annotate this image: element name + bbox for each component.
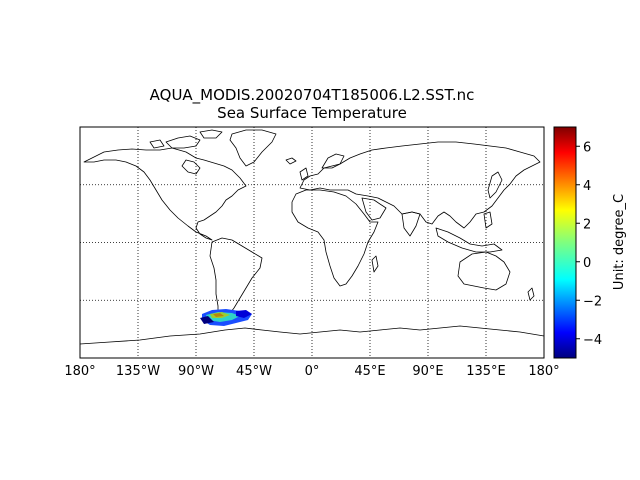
figure-title: AQUA_MODIS.20020704T185006.L2.SST.nc	[149, 86, 475, 104]
colorbar-tick-label: 2	[583, 217, 591, 232]
coastline-north-america	[83, 147, 247, 241]
coastline-south-america	[209, 237, 263, 323]
longitude-tick-label: 90°E	[412, 364, 443, 379]
colorbar-tick-label: −2	[583, 294, 602, 309]
coastline-british-isles	[299, 167, 309, 181]
colorbar-tick-label: 4	[583, 179, 591, 194]
figure-subtitle: Sea Surface Temperature	[217, 104, 407, 122]
colorbar-tick-label: 0	[583, 256, 591, 271]
gridlines	[80, 127, 544, 358]
coastline-japan	[487, 171, 503, 199]
coastline-arabia	[361, 197, 387, 221]
colorbar-tick-label: −4	[583, 333, 602, 348]
longitude-tick-labels: 180° 135°W 90°W 45°W 0° 45°E 90°E 135°E 180°	[64, 364, 559, 379]
coastline-arctic-islands	[165, 135, 201, 149]
coastline-scandinavia	[321, 153, 345, 169]
longitude-tick-label: 135°E	[466, 364, 506, 379]
coastline-eurasia	[299, 141, 541, 229]
map-frame	[79, 126, 545, 359]
colorbar-label: Unit: degree_C	[612, 194, 627, 290]
coastline-indonesia	[435, 227, 503, 253]
coastline-madagascar	[371, 255, 379, 273]
longitude-tick-label: 180°	[64, 364, 95, 379]
coastline-philippines	[483, 211, 493, 229]
colorbar	[553, 126, 577, 359]
longitude-tick-label: 90°W	[178, 364, 214, 379]
map-area	[80, 127, 544, 358]
longitude-tick-label: 45°W	[236, 364, 272, 379]
coastline-new-zealand	[527, 287, 535, 301]
coastline-iceland	[285, 157, 297, 165]
sst-swath	[200, 309, 252, 326]
coastline-hudson-bay	[181, 159, 201, 175]
coastline-australia	[457, 251, 511, 291]
coastline-india	[401, 211, 421, 237]
coastline-antarctica	[80, 325, 544, 345]
colorbar-ticks: 6 4 2 0 −2 −4	[576, 140, 602, 348]
coastline-africa	[291, 189, 379, 287]
longitude-tick-label: 135°W	[116, 364, 160, 379]
longitude-tick-label: 45°E	[354, 364, 385, 379]
colorbar-tick-label: 6	[583, 140, 591, 155]
coastlines	[80, 129, 544, 345]
longitude-tick-label: 0°	[305, 364, 320, 379]
longitude-tick-label: 180°	[528, 364, 559, 379]
coastline-greenland	[229, 129, 277, 167]
